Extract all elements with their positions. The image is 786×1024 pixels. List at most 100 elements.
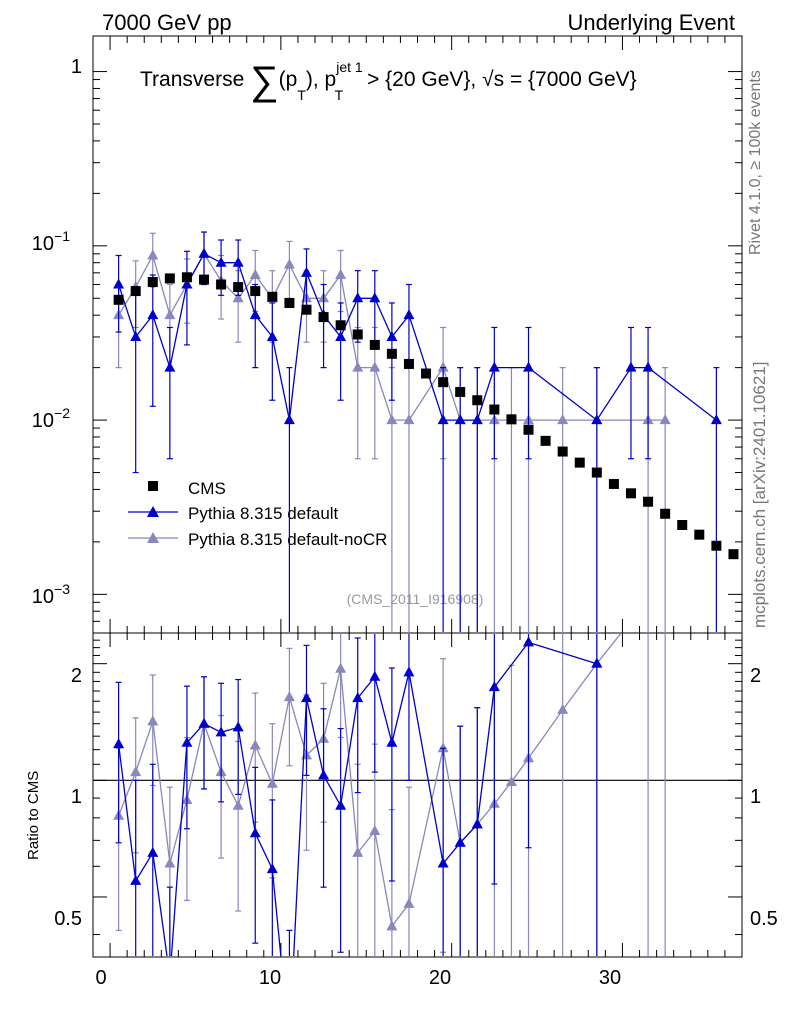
ratio-point <box>454 836 466 847</box>
ratio-ytick-labels: 2 1 0.5 2 1 0.5 <box>54 665 778 930</box>
data-point <box>625 488 636 499</box>
ratio-point <box>369 825 381 836</box>
analysis-watermark: (CMS_2011_I916908) <box>347 591 484 607</box>
ratio-point <box>232 799 244 810</box>
data-point <box>557 446 568 457</box>
data-point <box>403 414 415 425</box>
ratio-line <box>117 641 597 956</box>
legend-label-cms: CMS <box>188 479 226 498</box>
legend-label-pythia-default: Pythia 8.315 default <box>188 504 339 523</box>
data-point <box>421 368 432 379</box>
data-point <box>284 297 295 308</box>
data-point <box>335 269 347 280</box>
title-root: √ <box>482 68 494 91</box>
ratio-plot-area <box>94 634 741 981</box>
ratio-point <box>164 857 176 868</box>
data-point <box>454 414 466 425</box>
mcplots-label: mcplots.cern.ch [arXiv:2401.10621] <box>750 362 769 628</box>
ratio-point <box>437 742 449 753</box>
data-point <box>113 294 124 305</box>
ratio-point <box>249 827 261 838</box>
series-cms <box>113 272 739 560</box>
data-point <box>249 269 261 280</box>
ytick-label-0.1: 10−1 <box>32 228 70 255</box>
title-sub1: T <box>297 87 306 103</box>
header-left: 7000 GeV pp <box>102 10 232 35</box>
ratio-point <box>437 857 449 868</box>
data-point <box>386 348 397 359</box>
title-s: s <box>494 68 505 91</box>
data-point <box>659 414 671 425</box>
data-point <box>625 361 637 372</box>
data-point <box>352 329 363 340</box>
ratio-ytick-label-0.5: 0.5 <box>54 908 82 930</box>
data-point <box>335 320 346 331</box>
legend-marker-pythia-default <box>147 506 159 517</box>
series-pythia-8-315-default <box>113 231 722 632</box>
data-point <box>249 309 261 320</box>
ratio-point <box>283 691 295 702</box>
data-point <box>438 377 449 388</box>
ratio-point <box>198 717 210 728</box>
data-point <box>591 414 603 425</box>
data-point <box>523 361 535 372</box>
ratio-point <box>130 874 142 885</box>
ratio-point <box>249 739 261 750</box>
data-point <box>694 529 705 540</box>
data-point <box>233 282 244 293</box>
xtick-label-20: 20 <box>429 967 451 989</box>
ratio-point <box>386 736 398 747</box>
data-point <box>318 312 329 323</box>
title-sub2: T <box>335 87 344 103</box>
data-point <box>181 278 193 289</box>
ratio-point <box>181 736 193 747</box>
data-point <box>198 247 210 258</box>
xtick-label-10: 10 <box>259 967 281 989</box>
ratio-point <box>300 692 312 703</box>
ratio-point <box>164 971 175 981</box>
ratio-series-pythia-8-315-default <box>113 634 603 981</box>
title-sup2: jet 1 <box>335 59 363 75</box>
ratio-point <box>488 681 500 692</box>
ratio-ytick-label-2: 2 <box>71 665 82 687</box>
ratio-point <box>232 721 244 732</box>
data-point <box>283 414 295 425</box>
legend: CMS Pythia 8.315 default Pythia 8.315 de… <box>128 479 387 549</box>
data-point <box>455 386 466 397</box>
data-point <box>113 278 125 289</box>
legend-label-pythia-nocr: Pythia 8.315 default-noCR <box>188 530 387 549</box>
data-point <box>574 457 585 468</box>
data-point <box>488 361 500 372</box>
title-sum-symbol: ∑ <box>250 59 279 103</box>
ratio-point <box>335 799 347 810</box>
ratio-point <box>266 863 278 874</box>
ytick-label-0.01: 10−2 <box>32 405 70 432</box>
data-point <box>215 256 227 267</box>
data-point <box>352 292 364 303</box>
ratio-point <box>591 657 603 668</box>
data-point <box>352 361 364 372</box>
ratio-point <box>266 777 278 788</box>
ratio-point <box>335 662 347 673</box>
data-point <box>711 540 722 551</box>
data-point <box>643 496 654 507</box>
xtick-label-0: 0 <box>95 967 106 989</box>
data-point <box>523 424 534 435</box>
main-ytick-labels: 1 10−1 10−2 10−3 <box>32 56 82 608</box>
ratio-point <box>523 636 535 647</box>
ratio-point <box>147 715 159 726</box>
data-point <box>437 414 449 425</box>
data-point <box>300 266 312 277</box>
data-point <box>728 549 739 560</box>
data-point <box>369 361 381 372</box>
data-point <box>591 467 602 478</box>
rivet-version-label: Rivet 4.1.0, ≥ 100k events <box>747 70 764 255</box>
ratio-point <box>369 670 381 681</box>
data-point <box>403 309 415 320</box>
ratio-point <box>505 776 517 787</box>
ratio-point <box>557 703 569 714</box>
data-point <box>283 258 295 269</box>
ratio-ytick-label-right-1: 1 <box>750 786 761 808</box>
data-point <box>130 330 142 341</box>
data-point <box>147 309 159 320</box>
